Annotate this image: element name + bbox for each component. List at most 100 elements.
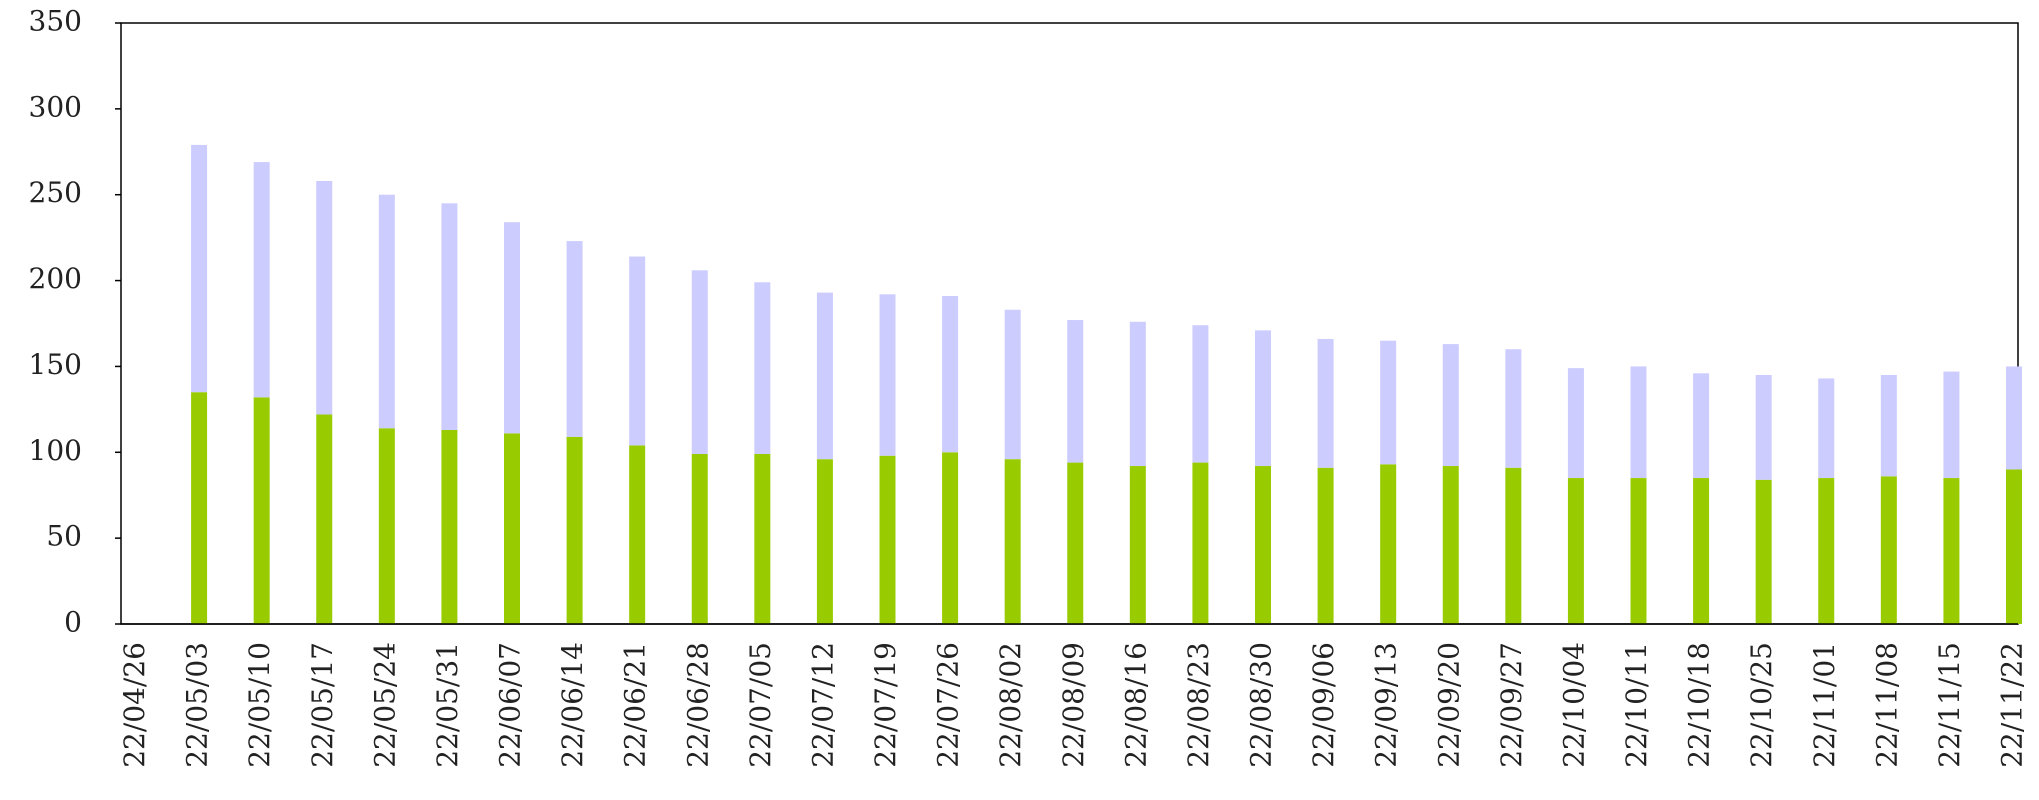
- bar-segment: [1317, 467, 1334, 624]
- x-tick-label: 22/09/20: [1432, 642, 1465, 768]
- y-tick-label: 50: [46, 520, 82, 553]
- x-tick-label: 22/05/17: [306, 642, 339, 768]
- bar-segment: [1755, 479, 1772, 624]
- bar-segment: [879, 294, 896, 456]
- bar-segment: [1818, 478, 1835, 624]
- x-tick-label: 22/10/18: [1683, 642, 1716, 768]
- bar-segment: [191, 144, 208, 393]
- x-tick-label: 22/11/08: [1870, 642, 1903, 768]
- bar-segment: [629, 256, 646, 446]
- bar-segment: [1505, 467, 1522, 624]
- y-tick-label: 350: [29, 5, 82, 38]
- bar-segment: [1129, 321, 1146, 467]
- x-tick-label: 22/08/23: [1182, 642, 1215, 768]
- bar-segment: [942, 296, 959, 453]
- x-tick-label: 22/06/21: [619, 642, 652, 768]
- x-tick-label: 22/08/30: [1245, 642, 1278, 768]
- bar-segment: [1630, 478, 1647, 624]
- bar-segment: [1442, 344, 1459, 467]
- bar-segment: [879, 455, 896, 624]
- x-tick-label: 22/06/14: [556, 642, 589, 768]
- bar-segment: [566, 241, 583, 437]
- bar-segment: [1192, 325, 1209, 463]
- bar-segment: [191, 392, 208, 624]
- y-tick-label: 200: [29, 262, 82, 295]
- y-tick-label: 150: [29, 348, 82, 381]
- bar-segment: [691, 270, 708, 455]
- x-tick-label: 22/07/19: [869, 642, 902, 768]
- x-tick-label: 22/05/10: [243, 642, 276, 768]
- bar-segment: [504, 222, 520, 434]
- x-tick-label: 22/05/24: [368, 642, 401, 768]
- bar-segment: [629, 445, 646, 624]
- y-tick-label: 300: [29, 90, 82, 123]
- bar-segment: [1380, 464, 1397, 624]
- x-tick-label: 22/10/04: [1557, 642, 1590, 768]
- x-tick-label: 22/06/28: [681, 642, 714, 768]
- bar-segment: [1567, 368, 1584, 479]
- x-tick-label: 22/10/25: [1745, 642, 1778, 768]
- x-tick-label: 22/05/03: [181, 642, 214, 768]
- x-tick-label: 22/11/01: [1808, 642, 1841, 768]
- x-tick-label: 22/09/13: [1370, 642, 1403, 768]
- bar-segment: [1818, 378, 1835, 479]
- bar-segment: [1630, 366, 1647, 479]
- bar-segment: [816, 292, 833, 460]
- bar-segment: [1004, 309, 1021, 460]
- bar-segment: [253, 397, 270, 624]
- x-tick-label: 22/08/16: [1119, 642, 1152, 768]
- bar-segment: [253, 162, 270, 398]
- x-tick-label: 22/10/11: [1620, 642, 1653, 768]
- y-tick-label: 100: [29, 434, 82, 467]
- bar-segment: [691, 454, 708, 624]
- bar-segment: [1255, 330, 1271, 467]
- bar-segment: [1693, 373, 1710, 479]
- x-tick-label: 22/07/12: [806, 642, 839, 768]
- x-tick-label: 22/07/26: [932, 642, 965, 768]
- bar-segment: [1317, 338, 1334, 468]
- bar-segment: [441, 203, 458, 430]
- bar-segment: [1442, 466, 1459, 624]
- x-tick-label: 22/08/09: [1057, 642, 1090, 768]
- bar-segment: [1943, 371, 1960, 479]
- bar-segment: [316, 414, 333, 624]
- x-tick-label: 22/09/27: [1495, 642, 1528, 768]
- bar-segment: [378, 428, 395, 624]
- bar-segment: [1567, 478, 1584, 624]
- y-tick-label: 250: [29, 176, 82, 209]
- bar-segment: [1129, 466, 1146, 624]
- x-tick-label: 22/09/06: [1307, 642, 1340, 768]
- x-tick-label: 22/05/31: [431, 642, 464, 768]
- bar-segment: [1380, 340, 1397, 465]
- bar-segment: [754, 282, 771, 455]
- bar-segment: [441, 429, 458, 624]
- bar-segment: [504, 433, 520, 624]
- x-tick-label: 22/07/05: [744, 642, 777, 768]
- bar-segment: [1943, 478, 1960, 624]
- bar-segment: [1004, 459, 1021, 624]
- bar-segment: [1693, 478, 1710, 624]
- bar-segment: [378, 194, 395, 429]
- bar-segment: [1255, 466, 1271, 624]
- bar-segment: [2006, 366, 2022, 470]
- bar-segment: [1192, 462, 1209, 624]
- bar-segment: [316, 180, 333, 415]
- bar-segment: [1067, 320, 1084, 463]
- bar-segment: [1880, 476, 1897, 624]
- bar-segment: [816, 459, 833, 624]
- x-tick-label: 22/08/02: [994, 642, 1027, 768]
- bar-segment: [754, 454, 771, 624]
- bar-segment: [1505, 349, 1522, 468]
- bar-segment: [1067, 462, 1084, 624]
- bar-segment: [1880, 375, 1897, 477]
- x-tick-label: 22/04/26: [118, 642, 151, 768]
- x-tick-label: 22/11/15: [1933, 642, 1966, 768]
- bar-segment: [566, 436, 583, 624]
- bar-segment: [1755, 375, 1772, 480]
- bar-segment: [2006, 469, 2022, 624]
- x-tick-label: 22/11/22: [1996, 642, 2029, 768]
- y-tick-label: 0: [64, 606, 82, 639]
- x-tick-label: 22/06/07: [494, 642, 527, 768]
- bar-segment: [942, 452, 959, 624]
